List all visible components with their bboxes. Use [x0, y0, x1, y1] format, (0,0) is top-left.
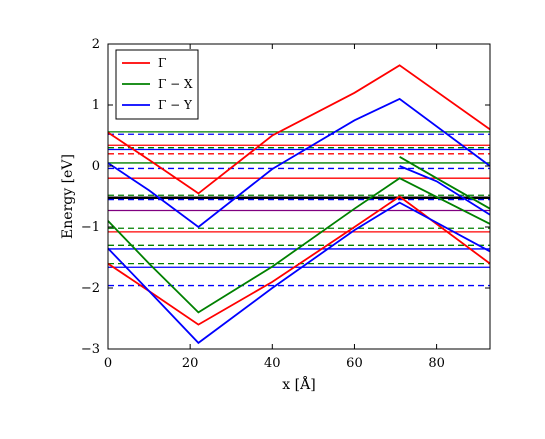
y-tick-label: 0 — [92, 159, 100, 174]
series-line — [399, 165, 491, 216]
x-axis-ticks: 0 20 40 60 80 — [104, 44, 445, 371]
y-tick-label: 1 — [92, 98, 100, 113]
y-tick-label: −2 — [81, 281, 100, 296]
series-line — [107, 64, 491, 195]
y-tick-label: −1 — [81, 220, 100, 235]
x-tick-label: 80 — [428, 356, 445, 371]
dispersive-bands — [107, 64, 491, 345]
y-tick-label: −3 — [81, 342, 100, 357]
x-axis-label: x [Å] — [282, 375, 315, 393]
series-line — [107, 177, 491, 314]
y-tick-label: 2 — [92, 37, 100, 52]
legend-label: Γ − Y — [158, 98, 193, 112]
x-tick-label: 60 — [346, 356, 363, 371]
series-line — [399, 156, 491, 210]
series-line — [107, 97, 491, 229]
x-tick-label: 20 — [182, 356, 199, 371]
y-axis-label: Energy [eV] — [60, 154, 76, 239]
series-line — [107, 195, 491, 326]
legend-label: Γ − X — [158, 77, 193, 91]
series-line — [107, 201, 491, 345]
legend-label: Γ — [158, 56, 166, 70]
x-tick-label: 0 — [104, 356, 112, 371]
y-axis-ticks: −3 −2 −1 0 1 2 — [81, 37, 490, 357]
legend: Γ Γ − X Γ − Y — [115, 49, 199, 120]
plot-frame — [107, 43, 491, 350]
x-tick-label: 40 — [264, 356, 281, 371]
flat-bands — [108, 131, 490, 287]
